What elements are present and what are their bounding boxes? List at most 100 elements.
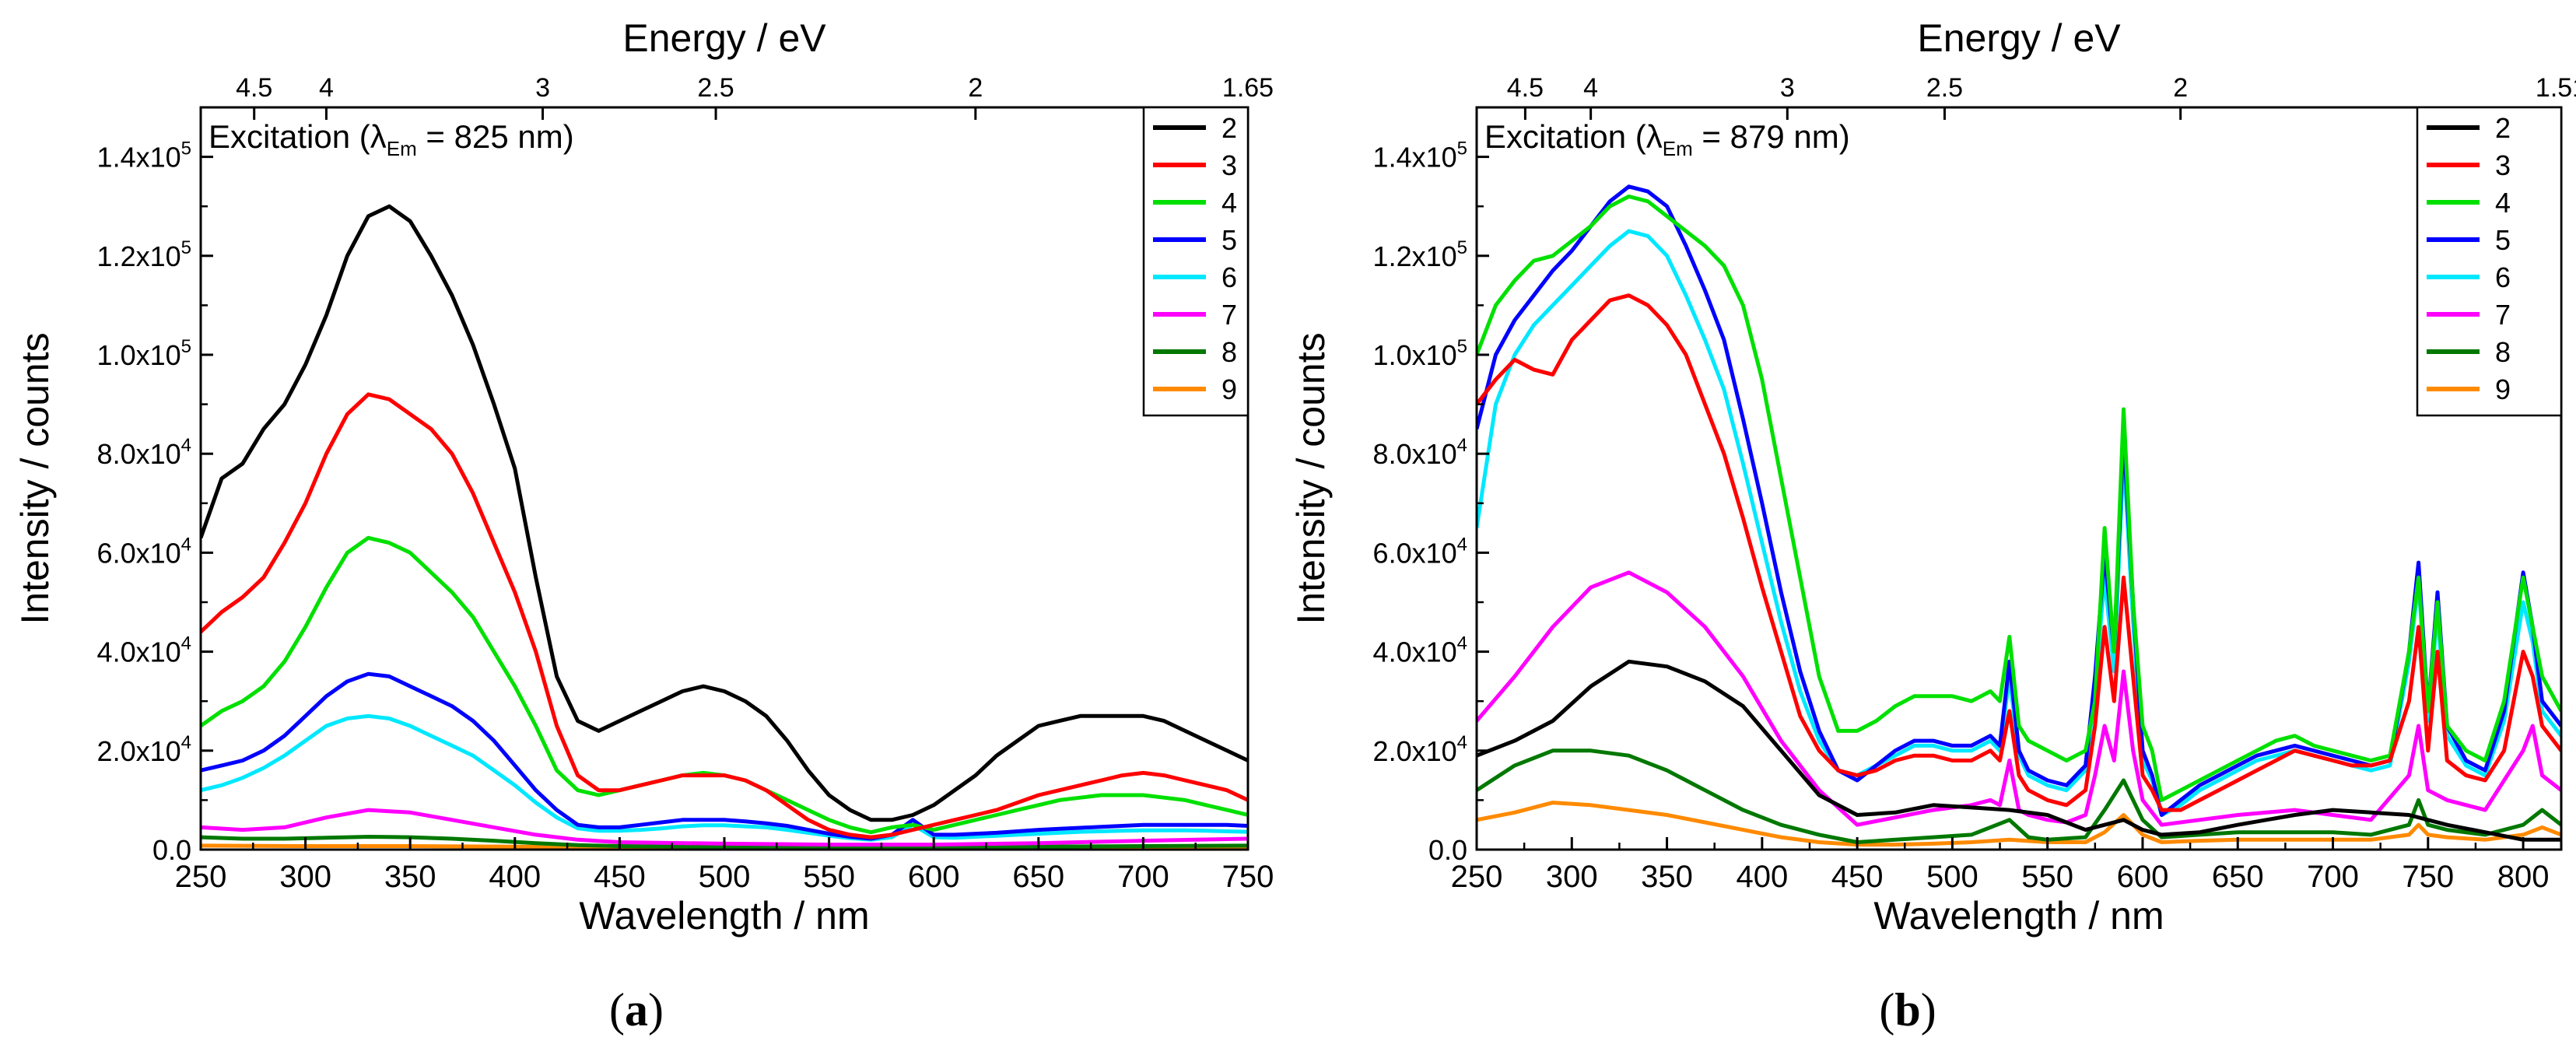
y-axis-title: Intensity / counts — [1289, 332, 1333, 624]
x-tick-label: 300 — [279, 860, 331, 894]
x-tick-label: 550 — [2021, 860, 2073, 894]
legend-label-9: 9 — [2495, 373, 2511, 405]
series-line-4 — [201, 535, 1248, 835]
legend-label-6: 6 — [2495, 261, 2511, 293]
top-tick-label: 3 — [1780, 73, 1795, 103]
y-tick-label: 4.0x104 — [97, 633, 191, 668]
x-tick-label: 750 — [1222, 860, 1274, 894]
legend-label-5: 5 — [1221, 224, 1237, 256]
y-tick-label: 6.0x104 — [97, 534, 191, 569]
y-tick-label: 6.0x104 — [1373, 534, 1467, 569]
panel-a: 250 300 350 400 450 500 550 600 650 700 750 0.0 2.0x… — [13, 16, 1274, 1036]
y-tick-label: 8.0x104 — [97, 435, 191, 470]
y-tick-label: 2.0x104 — [97, 732, 191, 767]
top-axis-title: Energy / eV — [622, 16, 826, 60]
x-tick-label: 500 — [1926, 860, 1978, 894]
x-tick-label: 550 — [803, 860, 855, 894]
x-tick-label: 300 — [1546, 860, 1598, 894]
x-tick-label: 750 — [2402, 860, 2454, 894]
plot-frame — [1475, 106, 2563, 851]
series-group — [201, 204, 1248, 850]
y-tick-label: 1.2x105 — [97, 237, 191, 272]
legend: 2 3 4 5 6 7 8 9 — [2416, 106, 2563, 417]
legend-label-8: 8 — [2495, 336, 2511, 368]
y-tick-label: 4.0x104 — [1373, 633, 1467, 668]
legend-label-6: 6 — [1221, 261, 1237, 293]
y-tick-label: 1.0x105 — [97, 336, 191, 371]
x-tick-label: 500 — [699, 860, 751, 894]
legend-label-8: 8 — [1221, 336, 1237, 368]
series-line-6 — [201, 713, 1248, 842]
top-tick-label: 2.5 — [1926, 73, 1963, 103]
x-tick-label: 650 — [2212, 860, 2264, 894]
legend-label-5: 5 — [2495, 224, 2511, 256]
x-tick-label: 250 — [1451, 860, 1503, 894]
x-tick-label: 350 — [1641, 860, 1693, 894]
y-tick-label: 2.0x104 — [1373, 732, 1467, 767]
series-line-2 — [1477, 659, 2561, 842]
series-line-4 — [1477, 195, 2561, 802]
legend-label-7: 7 — [1221, 299, 1237, 331]
legend-label-7: 7 — [2495, 299, 2511, 331]
y-tick-label: 8.0x104 — [1373, 435, 1467, 470]
legend-label-3: 3 — [1221, 149, 1237, 181]
top-tick-label: 4.5 — [1507, 73, 1544, 103]
legend-label-4: 4 — [1221, 187, 1237, 219]
top-tick-label: 1.51 — [2536, 73, 2576, 103]
series-line-9 — [1477, 801, 2561, 847]
top-axis-title: Energy / eV — [1917, 16, 2121, 60]
series-line-7 — [1477, 570, 2561, 827]
y-tick-label: 0.0 — [152, 834, 191, 866]
legend: 2 3 4 5 6 7 8 9 — [1142, 106, 1249, 417]
legend-label-3: 3 — [2495, 149, 2511, 181]
top-tick-label: 2 — [968, 73, 983, 103]
series-line-2 — [201, 204, 1248, 822]
excitation-annotation: Excitation (λEm = 825 nm) — [209, 118, 574, 160]
x-axis-title: Wavelength / nm — [1873, 894, 2164, 938]
legend-label-9: 9 — [1221, 373, 1237, 405]
legend-box — [1142, 106, 1249, 417]
x-tick-label: 700 — [1117, 860, 1169, 894]
y-tick-label: 1.0x105 — [1373, 336, 1467, 371]
excitation-annotation: Excitation (λEm = 879 nm) — [1484, 118, 1850, 160]
y-tick-label: 1.2x105 — [1373, 237, 1467, 272]
x-tick-label: 600 — [908, 860, 960, 894]
y-axis-title: Intensity / counts — [13, 332, 57, 624]
series-line-8 — [201, 835, 1248, 850]
x-tick-label: 650 — [1012, 860, 1064, 894]
x-tick-label: 700 — [2307, 860, 2359, 894]
y-tick-label: 1.4x105 — [97, 138, 191, 173]
top-tick-label: 4 — [319, 73, 334, 103]
top-tick-label: 4 — [1583, 73, 1598, 103]
y-tick-label: 0.0 — [1428, 834, 1467, 866]
x-tick-label: 350 — [384, 860, 436, 894]
x-tick-label: 450 — [594, 860, 646, 894]
x-tick-label: 400 — [1736, 860, 1788, 894]
top-tick-label: 4.5 — [236, 73, 272, 103]
series-group — [1477, 184, 2561, 847]
x-tick-label: 600 — [2117, 860, 2169, 894]
plot-frame — [199, 106, 1249, 851]
panel-label: (b) — [1879, 984, 1936, 1036]
top-tick-label: 3 — [535, 73, 550, 103]
legend-box — [2416, 106, 2563, 417]
series-line-3 — [1477, 293, 2561, 812]
series-line-8 — [1477, 748, 2561, 844]
panel-b: 250 300 350 400 450 500 550 600 650 700 750 800 0.0 2… — [1289, 16, 2576, 1036]
x-tick-label: 450 — [1831, 860, 1884, 894]
y-tick-label: 1.4x105 — [1373, 138, 1467, 173]
legend-label-2: 2 — [2495, 112, 2511, 144]
x-tick-label: 250 — [175, 860, 227, 894]
series-line-3 — [201, 392, 1248, 839]
legend-label-4: 4 — [2495, 187, 2511, 219]
x-tick-label: 400 — [489, 860, 541, 894]
panel-label: (a) — [609, 984, 664, 1036]
top-tick-label: 2 — [2173, 73, 2188, 103]
top-tick-label: 2.5 — [697, 73, 734, 103]
series-line-7 — [201, 808, 1248, 847]
x-tick-label: 800 — [2497, 860, 2550, 894]
x-axis-title: Wavelength / nm — [579, 894, 869, 938]
legend-label-2: 2 — [1221, 112, 1237, 144]
series-line-5 — [201, 671, 1248, 841]
